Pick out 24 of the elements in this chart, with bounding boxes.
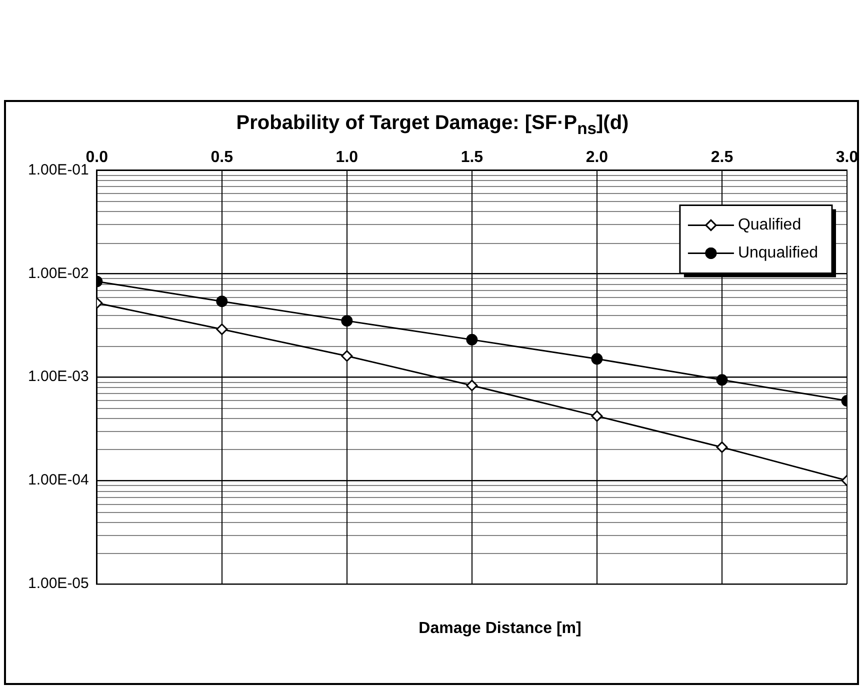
x-tick-label: 0.5 [210, 149, 234, 166]
point [216, 324, 228, 336]
y-tick-label: 1.00E-03 [28, 368, 89, 386]
x-tick-label: 1.0 [336, 149, 358, 166]
x-tick-label: 1.5 [460, 149, 484, 166]
point [591, 410, 603, 422]
legend-label: Unqualified [738, 244, 818, 262]
y-tick-label: 1.00E-04 [28, 472, 89, 489]
point [341, 315, 353, 327]
y-tick-label: 1.00E-05 [28, 575, 89, 592]
x-tick-label: 2.0 [586, 149, 608, 166]
x-tick-label: 3.0 [836, 149, 858, 166]
point [716, 374, 728, 386]
point [341, 350, 353, 362]
x-tick-label: 2.5 [710, 149, 734, 166]
point [591, 353, 603, 365]
point [466, 334, 478, 346]
point [216, 296, 228, 308]
chart-title: Probability of Target Damage: [SF·P$_{ns}$](d) [235, 112, 630, 139]
point [716, 441, 728, 453]
legend-label: Qualified [738, 216, 802, 234]
point [466, 380, 478, 392]
y-tick-label: 1.00E-02 [28, 264, 89, 282]
x-axis-title: Damage Distance [m] [418, 620, 582, 638]
